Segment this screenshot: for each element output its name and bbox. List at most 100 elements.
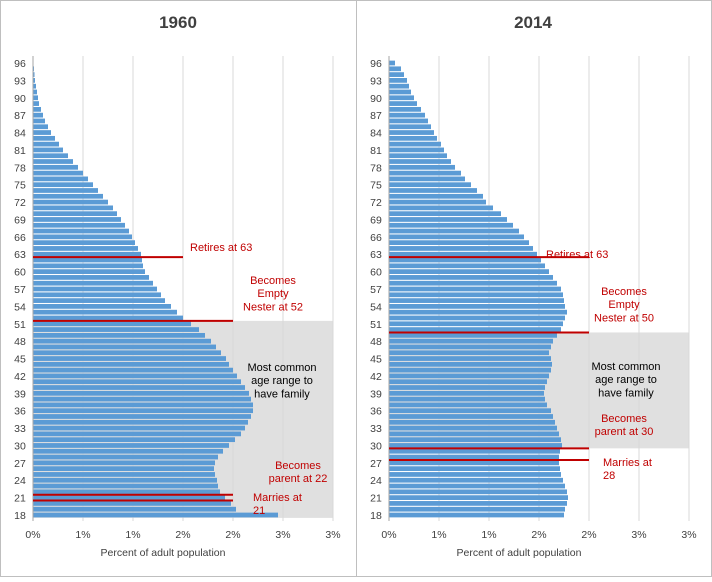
bar-age-84 — [33, 130, 51, 135]
bar-age-73 — [389, 193, 483, 199]
bar-age-76 — [33, 176, 88, 182]
bar-age-23 — [389, 483, 565, 489]
y-tick-label: 48 — [370, 336, 382, 348]
y-tick-label: 42 — [370, 371, 382, 383]
bar-age-36 — [33, 408, 253, 414]
x-tick-label: 2% — [531, 529, 546, 541]
bar-age-50 — [33, 327, 199, 332]
bar-age-66 — [33, 234, 132, 240]
x-tick-label: 3% — [325, 529, 340, 541]
bar-age-79 — [33, 159, 73, 164]
bar-age-73 — [33, 193, 103, 199]
bar-age-64 — [33, 246, 138, 251]
y-tick-label: 90 — [14, 93, 26, 105]
bar-age-26 — [389, 466, 560, 472]
bar-age-42 — [33, 373, 237, 379]
bar-age-91 — [33, 89, 37, 95]
bar-age-36 — [389, 408, 551, 414]
annotation-empty-nester: Becomes Empty Nester at 52 — [243, 275, 303, 313]
y-tick-label: 18 — [370, 510, 382, 522]
y-tick-label: 51 — [14, 319, 26, 331]
bar-age-79 — [389, 159, 451, 164]
bar-age-84 — [389, 130, 434, 135]
bar-age-87 — [33, 112, 43, 118]
bar-age-76 — [389, 176, 465, 182]
x-tick-label: 0% — [25, 529, 40, 541]
y-tick-label: 24 — [14, 475, 26, 487]
bar-age-96 — [389, 60, 395, 66]
bar-age-46 — [33, 350, 221, 356]
bar-age-74 — [389, 188, 477, 193]
bar-age-67 — [33, 228, 129, 234]
x-tick-label: 2% — [175, 529, 190, 541]
y-tick-label: 57 — [370, 284, 382, 296]
annotation-marries: Marries at 21 — [253, 492, 302, 517]
bar-age-75 — [389, 182, 471, 188]
bar-age-51 — [389, 321, 563, 327]
y-tick-label: 48 — [14, 336, 26, 348]
bar-age-81 — [33, 147, 63, 153]
bar-age-68 — [389, 222, 513, 228]
bar-age-34 — [33, 419, 248, 425]
bar-age-91 — [389, 89, 411, 95]
bar-age-49 — [33, 332, 205, 338]
bar-age-21 — [389, 495, 568, 500]
y-tick-label: 33 — [370, 423, 382, 435]
y-tick-label: 45 — [370, 354, 382, 366]
bar-age-81 — [389, 147, 444, 153]
y-tick-label: 66 — [370, 232, 382, 244]
bar-age-43 — [389, 367, 551, 373]
bar-age-21 — [33, 495, 225, 500]
bar-age-34 — [389, 419, 555, 425]
bar-age-27 — [389, 460, 559, 466]
bar-age-82 — [389, 141, 441, 147]
bar-age-70 — [389, 211, 501, 217]
bar-age-90 — [33, 95, 38, 101]
x-tick-label: 2% — [581, 529, 596, 541]
y-tick-label: 27 — [14, 458, 26, 470]
annotation-retires: Retires at 63 — [190, 242, 252, 254]
bar-age-60 — [33, 269, 145, 274]
y-tick-label: 81 — [14, 145, 26, 157]
bar-age-32 — [33, 431, 241, 437]
bar-age-37 — [389, 402, 547, 408]
annotation-retires: Retires at 63 — [546, 249, 608, 261]
y-tick-label: 27 — [370, 458, 382, 470]
bar-age-72 — [389, 199, 486, 205]
y-tick-label: 54 — [14, 301, 26, 313]
bar-age-95 — [389, 66, 401, 72]
bar-age-90 — [389, 95, 414, 101]
bar-age-19 — [33, 506, 236, 512]
bar-age-70 — [33, 211, 117, 217]
y-tick-label: 87 — [370, 110, 382, 122]
x-axis-title: Percent of adult population — [457, 547, 582, 559]
bar-age-71 — [389, 205, 493, 211]
bar-age-31 — [389, 437, 561, 443]
bar-age-78 — [33, 164, 78, 170]
bar-age-58 — [389, 280, 557, 286]
bar-age-18 — [389, 512, 564, 518]
bar-age-55 — [33, 298, 165, 303]
bar-age-48 — [389, 338, 553, 344]
y-tick-label: 45 — [14, 354, 26, 366]
bar-age-88 — [389, 106, 421, 112]
x-tick-label: 1% — [75, 529, 90, 541]
bar-age-52 — [389, 315, 565, 321]
bar-age-75 — [33, 182, 93, 188]
bar-age-51 — [33, 321, 191, 327]
bar-age-93 — [389, 78, 407, 83]
y-tick-label: 30 — [14, 440, 26, 452]
y-tick-label: 81 — [370, 145, 382, 157]
y-tick-label: 78 — [370, 162, 382, 174]
bar-age-54 — [389, 304, 565, 309]
x-tick-label: 1% — [431, 529, 446, 541]
bar-age-78 — [389, 164, 455, 170]
y-tick-label: 18 — [14, 510, 26, 522]
annotation-family-range: Most common age range to have family — [591, 361, 660, 399]
y-tick-label: 60 — [370, 267, 382, 279]
y-tick-label: 60 — [14, 267, 26, 279]
y-tick-label: 63 — [14, 249, 26, 261]
bar-age-89 — [33, 101, 39, 106]
